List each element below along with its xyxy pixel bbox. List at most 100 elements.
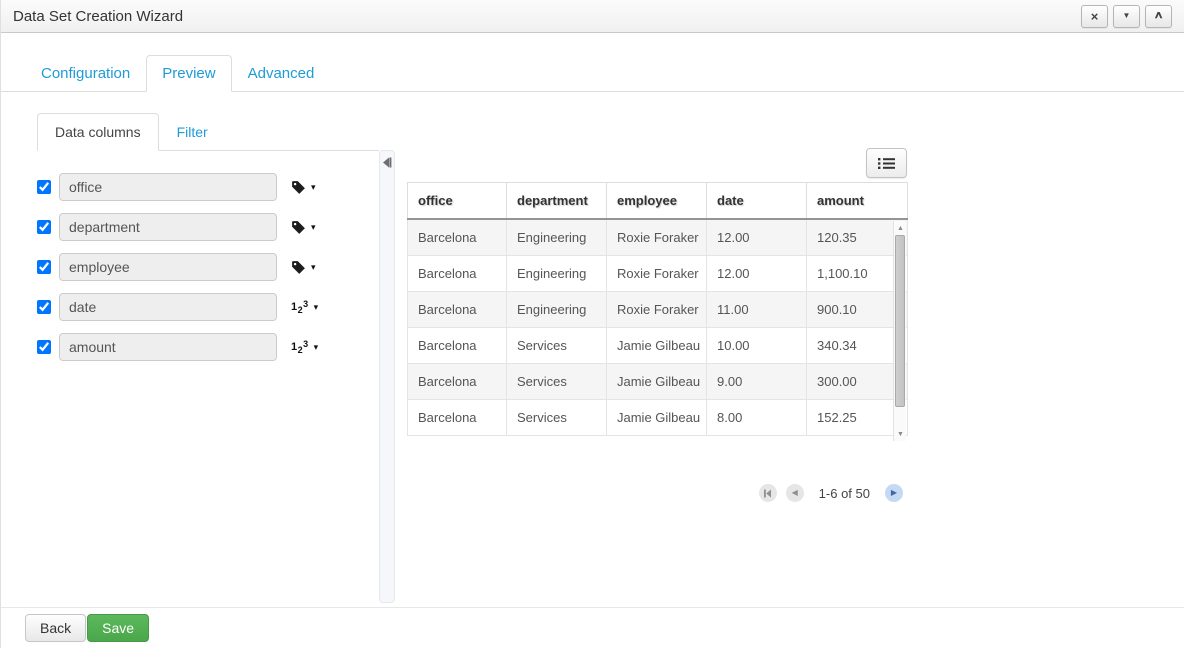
tab-preview[interactable]: Preview xyxy=(146,55,232,92)
table-row[interactable]: Barcelona Services Jamie Gilbeau 10.00 3… xyxy=(407,327,908,364)
preview-toolbar xyxy=(407,148,907,178)
preview-table-wrap: office department employee date amount B… xyxy=(407,182,908,441)
cell-department: Engineering xyxy=(506,255,607,292)
office-name-input[interactable] xyxy=(59,173,277,201)
department-name-input[interactable] xyxy=(59,213,277,241)
column-row-employee: ▾ xyxy=(37,253,379,281)
cell-employee: Roxie Foraker xyxy=(606,255,707,292)
table-header-row: office department employee date amount xyxy=(407,182,908,220)
col-header-amount[interactable]: amount xyxy=(806,182,908,220)
cell-date: 12.00 xyxy=(706,255,807,292)
caret-down-icon: ▾ xyxy=(311,261,316,272)
sub-tab-bar: Data columns Filter xyxy=(37,113,379,151)
cell-date: 8.00 xyxy=(706,399,807,436)
prev-page-button[interactable]: ◀ xyxy=(785,484,804,502)
cell-date: 9.00 xyxy=(706,363,807,400)
table-row[interactable]: Barcelona Engineering Roxie Foraker 11.0… xyxy=(407,291,908,328)
date-checkbox[interactable] xyxy=(37,300,51,314)
cell-employee: Roxie Foraker xyxy=(606,291,707,328)
employee-name-input[interactable] xyxy=(59,253,277,281)
column-row-office: ▾ xyxy=(37,173,379,201)
list-icon xyxy=(878,157,895,169)
table-row[interactable]: Barcelona Engineering Roxie Foraker 12.0… xyxy=(407,255,908,292)
column-row-department: ▾ xyxy=(37,213,379,241)
back-button[interactable]: Back xyxy=(25,614,87,642)
tab-configuration[interactable]: Configuration xyxy=(41,65,131,82)
main-tab-bar: Configuration Preview Advanced xyxy=(1,55,1184,92)
cell-date: 11.00 xyxy=(706,291,807,328)
collapse-window-button[interactable]: ∧ xyxy=(1145,4,1172,28)
amount-checkbox[interactable] xyxy=(37,340,51,354)
caret-down-icon: ▾ xyxy=(311,221,316,232)
cell-office: Barcelona xyxy=(407,363,507,400)
office-type-dropdown[interactable]: ▾ xyxy=(291,180,316,195)
cell-office: Barcelona xyxy=(407,327,507,364)
col-header-office[interactable]: office xyxy=(407,182,507,220)
next-arrow-icon: ▶ xyxy=(890,488,898,497)
tag-icon xyxy=(292,260,305,274)
first-page-button[interactable] xyxy=(758,484,777,502)
scroll-up-icon[interactable]: ▲ xyxy=(897,224,904,232)
column-picker-button[interactable] xyxy=(866,148,907,178)
panel-splitter[interactable] xyxy=(379,150,395,603)
close-button[interactable]: × xyxy=(1081,4,1108,28)
scrollbar-thumb[interactable] xyxy=(895,235,905,407)
employee-type-dropdown[interactable]: ▾ xyxy=(291,260,316,275)
tab-data-columns[interactable]: Data columns xyxy=(37,113,159,151)
cell-employee: Jamie Gilbeau xyxy=(606,327,707,364)
tab-filter[interactable]: Filter xyxy=(176,124,208,140)
caret-down-icon: ▾ xyxy=(313,301,319,312)
tag-icon xyxy=(292,180,305,194)
office-checkbox[interactable] xyxy=(37,180,51,194)
date-name-input[interactable] xyxy=(59,293,277,321)
col-header-department[interactable]: department xyxy=(506,182,607,220)
caret-down-icon: ▼ xyxy=(1122,11,1131,20)
tag-icon xyxy=(292,220,305,234)
table-row[interactable]: Barcelona Services Jamie Gilbeau 9.00 30… xyxy=(407,363,908,400)
cell-amount: 120.35 xyxy=(806,218,908,256)
col-header-employee[interactable]: employee xyxy=(606,182,707,220)
table-scrollbar[interactable]: ▲ ▼ xyxy=(893,221,906,441)
table-row[interactable]: Barcelona Engineering Roxie Foraker 12.0… xyxy=(407,218,908,256)
cell-amount: 1,100.10 xyxy=(806,255,908,292)
cell-department: Services xyxy=(506,399,607,436)
pagination: ◀ 1-6 of 50 ▶ xyxy=(407,484,907,502)
pagination-range-label: 1-6 of 50 xyxy=(818,485,870,501)
cell-office: Barcelona xyxy=(407,255,507,292)
collapse-panel-icon[interactable] xyxy=(382,156,392,169)
cell-employee: Jamie Gilbeau xyxy=(606,363,707,400)
prev-arrow-icon: ◀ xyxy=(791,488,798,497)
save-button[interactable]: Save xyxy=(87,614,150,642)
scroll-down-icon[interactable]: ▼ xyxy=(897,430,904,438)
department-checkbox[interactable] xyxy=(37,220,51,234)
col-header-date[interactable]: date xyxy=(706,182,807,220)
cell-amount: 300.00 xyxy=(806,363,908,400)
department-type-dropdown[interactable]: ▾ xyxy=(291,220,316,235)
cell-amount: 340.34 xyxy=(806,327,908,364)
amount-name-input[interactable] xyxy=(59,333,277,361)
employee-checkbox[interactable] xyxy=(37,260,51,274)
footer-bar: Back Save xyxy=(1,607,1184,648)
cell-department: Engineering xyxy=(506,218,607,256)
chevron-up-icon: ∧ xyxy=(1153,10,1164,21)
cell-office: Barcelona xyxy=(407,218,507,256)
next-page-button[interactable]: ▶ xyxy=(885,484,903,502)
column-row-amount: 123 ▾ xyxy=(37,333,379,361)
column-list: ▾ ▾ ▾ xyxy=(37,173,379,361)
window-menu-button[interactable]: ▼ xyxy=(1113,4,1140,28)
preview-panel: office department employee date amount B… xyxy=(407,148,908,502)
window-controls: × ▼ ∧ xyxy=(1081,4,1172,28)
titlebar: Data Set Creation Wizard × ▼ ∧ xyxy=(1,0,1184,33)
column-row-date: 123 ▾ xyxy=(37,293,379,321)
cell-office: Barcelona xyxy=(407,291,507,328)
cell-department: Services xyxy=(506,327,607,364)
cell-employee: Jamie Gilbeau xyxy=(606,399,707,436)
caret-down-icon: ▾ xyxy=(311,181,316,192)
tab-advanced[interactable]: Advanced xyxy=(247,65,315,82)
table-row[interactable]: Barcelona Services Jamie Gilbeau 8.00 15… xyxy=(407,399,908,436)
